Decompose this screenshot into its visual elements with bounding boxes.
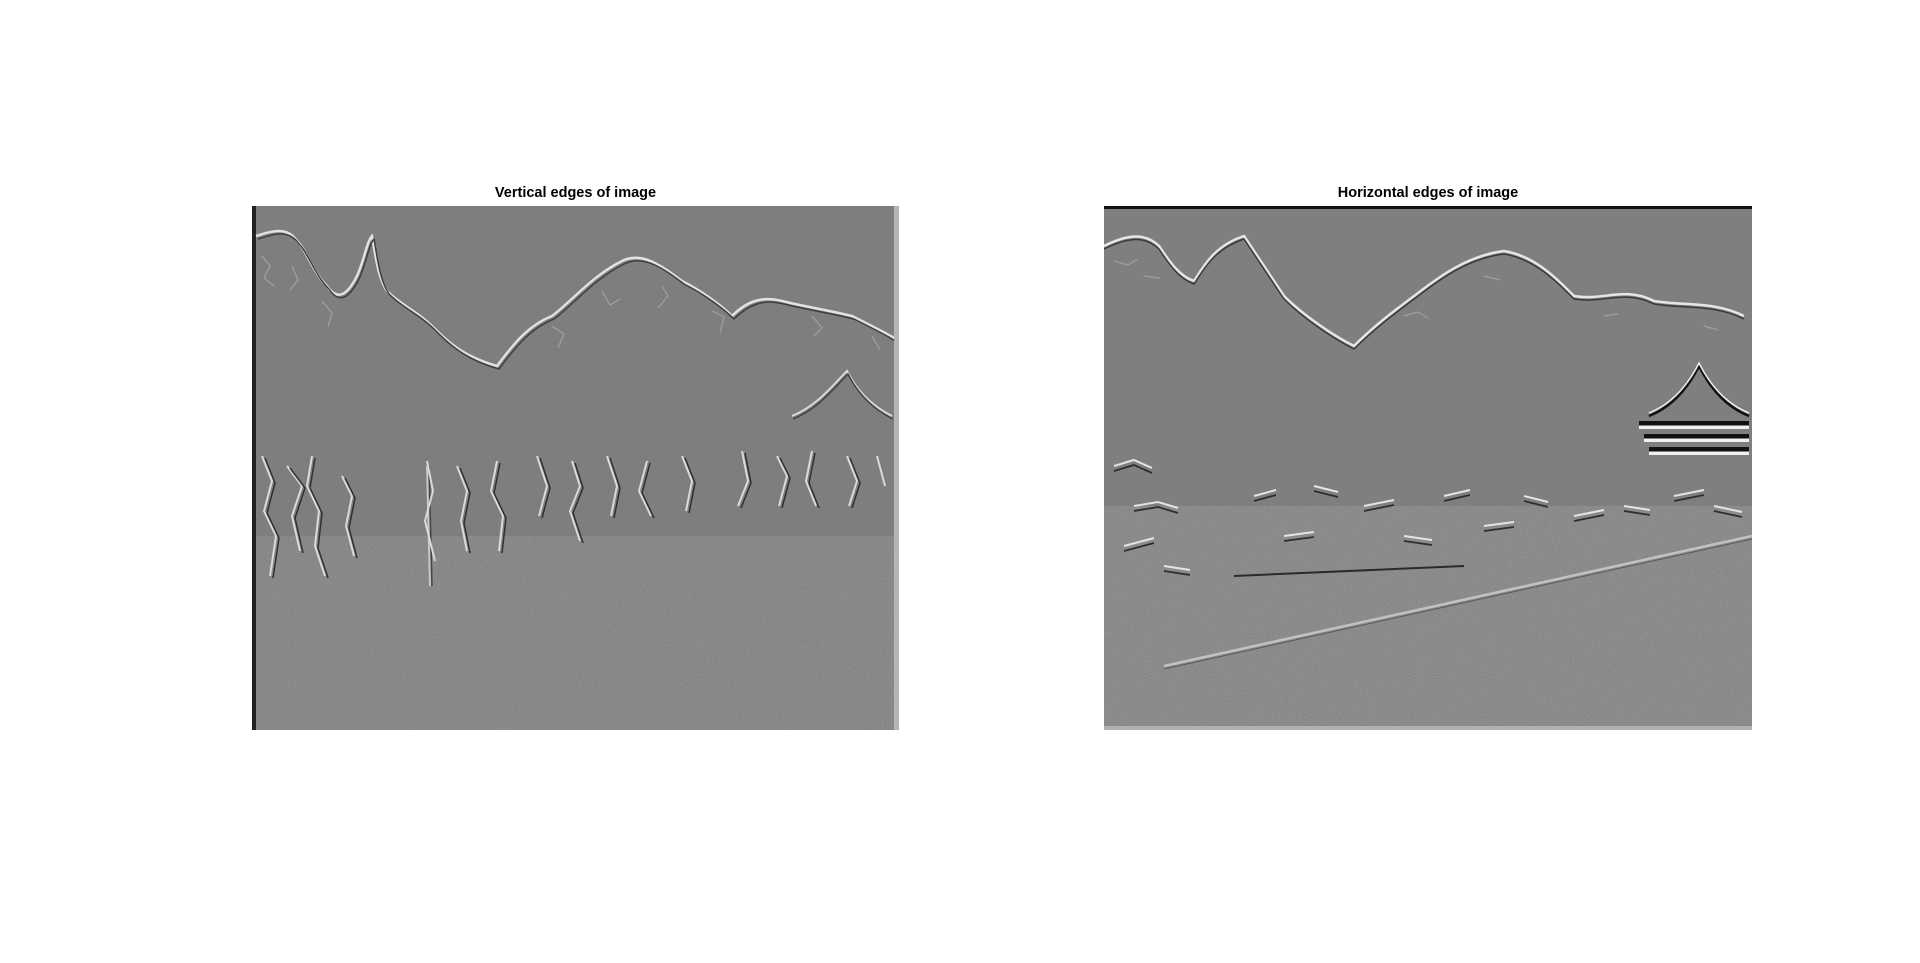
subplot-vertical-edges: Vertical edges of image	[252, 184, 899, 730]
vertical-edges-image	[252, 206, 899, 730]
subplot-horizontal-edges: Horizontal edges of image	[1104, 184, 1752, 730]
horizontal-edges-image	[1104, 206, 1752, 730]
subplot-title: Vertical edges of image	[494, 185, 657, 201]
subplot-title: Horizontal edges of image	[1337, 185, 1519, 201]
vertical-edges-picture	[252, 206, 899, 730]
horizontal-edges-picture	[1104, 206, 1752, 730]
